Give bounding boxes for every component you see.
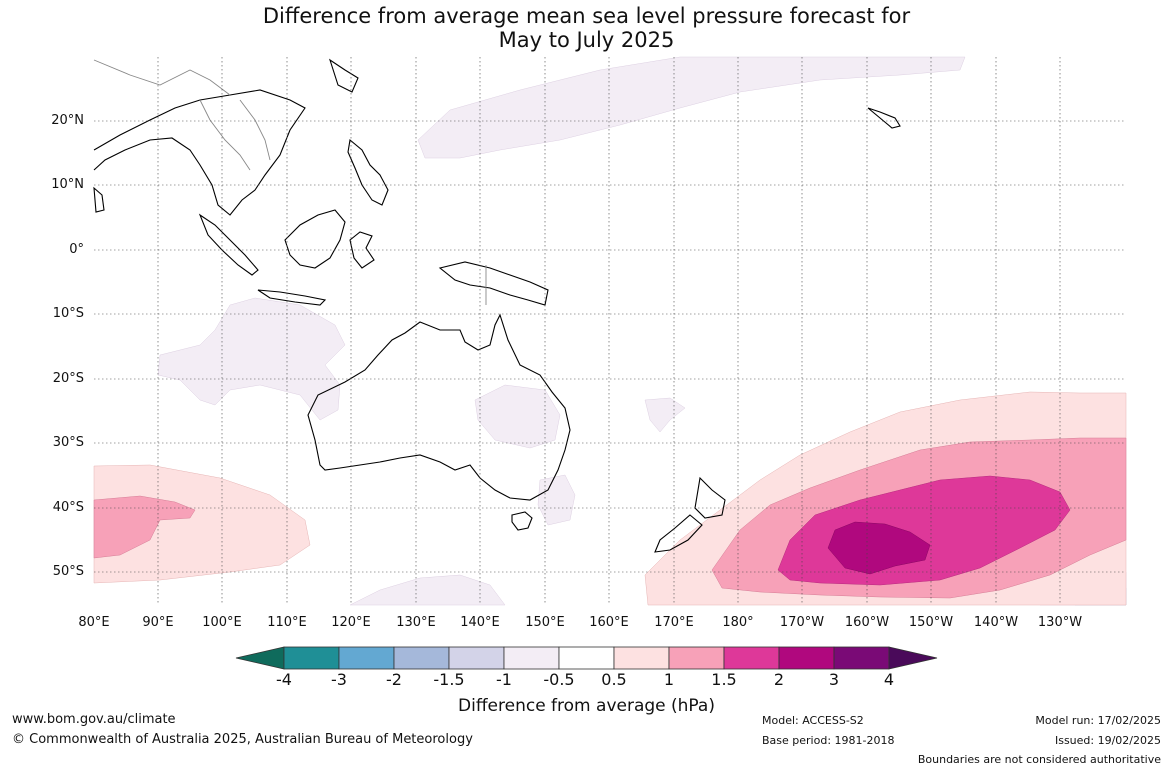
colorbar-tick-label: 3 bbox=[828, 670, 840, 689]
hawaii-coast bbox=[867, 107, 901, 129]
colorbar-tick-label: -3 bbox=[331, 670, 347, 689]
anomaly-region-minus-half-indian bbox=[157, 297, 346, 421]
lat-label: 40°S bbox=[52, 500, 84, 515]
anomaly-region-one-west bbox=[93, 495, 196, 559]
lon-label: 80°E bbox=[78, 615, 110, 630]
colorbar-tick-label: -4 bbox=[276, 670, 292, 689]
colorbar-tick-label: 1 bbox=[663, 670, 675, 689]
anomaly-region-half-west bbox=[93, 464, 311, 584]
colorbar-bin bbox=[723, 646, 780, 670]
lat-label: 30°S bbox=[52, 435, 84, 450]
map-title: Difference from average mean sea level p… bbox=[0, 4, 1173, 52]
colorbar-extend-high bbox=[888, 646, 938, 670]
sumatra-coast bbox=[198, 213, 259, 276]
lat-label: 20°N bbox=[51, 113, 84, 128]
model-name: Model: ACCESS-S2 bbox=[762, 714, 864, 727]
colorbar-tick-label: 0.5 bbox=[601, 670, 627, 689]
sulawesi-coast bbox=[349, 231, 375, 269]
sri-lanka-coast bbox=[93, 186, 105, 213]
colorbar-bin bbox=[833, 646, 890, 670]
anomaly-region-two bbox=[827, 521, 931, 575]
japan-coast bbox=[328, 58, 359, 93]
philippines-coast bbox=[347, 138, 389, 206]
colorbar-bin bbox=[283, 646, 340, 670]
lat-label: 10°N bbox=[51, 177, 84, 192]
anomaly-region-minus-half-tasman bbox=[537, 474, 576, 526]
lon-label: 150°W bbox=[908, 615, 954, 630]
colorbar-title: Difference from average (hPa) bbox=[458, 696, 715, 716]
anomaly-region-minus-half-fiji bbox=[644, 397, 686, 433]
colorbar-bin bbox=[613, 646, 670, 670]
anomaly-shading bbox=[93, 56, 1127, 606]
title-line-2: May to July 2025 bbox=[498, 28, 675, 52]
copyright-text: © Commonwealth of Australia 2025, Austra… bbox=[12, 732, 473, 747]
colorbar-tick-label: -1.5 bbox=[433, 670, 465, 689]
lon-label: 180° bbox=[722, 615, 754, 630]
website-link[interactable]: www.bom.gov.au/climate bbox=[12, 712, 176, 727]
title-line-1: Difference from average mean sea level p… bbox=[262, 4, 911, 28]
base-period: Base period: 1981-2018 bbox=[762, 734, 895, 747]
borneo-coast bbox=[284, 209, 346, 269]
lat-label: 50°S bbox=[52, 564, 84, 579]
lon-label: 160°E bbox=[589, 615, 629, 630]
asia-mainland-coast bbox=[93, 89, 306, 216]
lon-label: 160°W bbox=[844, 615, 890, 630]
new-zealand-south-coast bbox=[654, 514, 703, 553]
colorbar-tick-label: 1.5 bbox=[711, 670, 737, 689]
tasmania-coast bbox=[511, 511, 533, 531]
colorbar-bin bbox=[448, 646, 505, 670]
anomaly-region-minus-half-australia bbox=[474, 384, 561, 449]
colorbar bbox=[235, 646, 938, 670]
lon-label: 150°E bbox=[525, 615, 565, 630]
colorbar-tick-label: -1 bbox=[496, 670, 512, 689]
colorbar-tick-label: -2 bbox=[386, 670, 402, 689]
colorbar-tick-label: 4 bbox=[883, 670, 895, 689]
lon-label: 140°W bbox=[973, 615, 1019, 630]
australia-coast bbox=[307, 313, 571, 501]
colorbar-bin bbox=[558, 646, 615, 670]
colorbar-bin bbox=[668, 646, 725, 670]
colorbar-bin bbox=[778, 646, 835, 670]
lon-label: 140°E bbox=[460, 615, 500, 630]
gridlines bbox=[94, 57, 1126, 605]
colorbar-tick-label: 2 bbox=[773, 670, 785, 689]
colorbar-bin bbox=[503, 646, 560, 670]
country-borders bbox=[93, 59, 487, 305]
boundaries-disclaimer: Boundaries are not considered authoritat… bbox=[917, 753, 1161, 766]
lon-label: 100°E bbox=[202, 615, 242, 630]
java-coast bbox=[257, 289, 327, 306]
issued-date: Issued: 19/02/2025 bbox=[1054, 734, 1161, 747]
lon-label: 110°E bbox=[267, 615, 307, 630]
colorbar-tick-label: -0.5 bbox=[543, 670, 575, 689]
lon-label: 120°E bbox=[331, 615, 371, 630]
colorbar-bin bbox=[338, 646, 395, 670]
lat-label: 0° bbox=[69, 242, 84, 257]
colorbar-extend-low bbox=[235, 646, 285, 670]
model-run-date: Model run: 17/02/2025 bbox=[1035, 714, 1161, 727]
lat-label: 10°S bbox=[52, 306, 84, 321]
lon-label: 130°E bbox=[396, 615, 436, 630]
lon-label: 170°E bbox=[654, 615, 694, 630]
lon-label: 90°E bbox=[142, 615, 174, 630]
lon-label: 130°W bbox=[1037, 615, 1083, 630]
colorbar-bin bbox=[393, 646, 450, 670]
anomaly-region-minus-half-southern bbox=[349, 574, 506, 606]
lon-label: 170°W bbox=[779, 615, 825, 630]
anomaly-region-minus-half-north bbox=[417, 56, 966, 159]
lat-label: 20°S bbox=[52, 371, 84, 386]
